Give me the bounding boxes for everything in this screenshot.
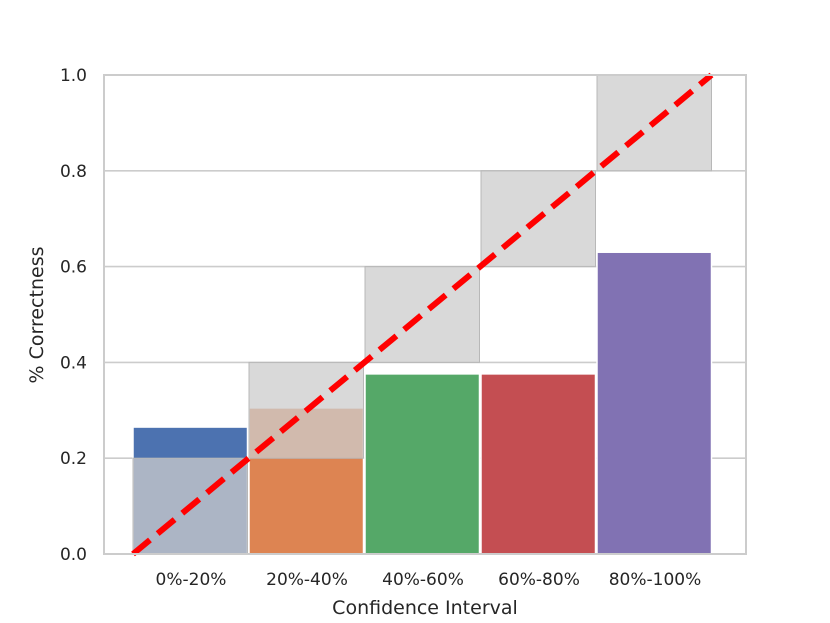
x-tick-labels: 0%-20% 20%-40% 40%-60% 60%-80% 80%-100%: [156, 570, 702, 590]
bar-60%-80%: [480, 373, 597, 555]
y-tick-label: 0.0: [60, 545, 87, 565]
bar-40%-60%: [364, 373, 481, 555]
plot-frame: [103, 74, 747, 555]
y-tick-label: 0.2: [60, 449, 87, 469]
y-tick-label: 0.6: [60, 258, 87, 278]
x-axis-label: Confidence Interval: [332, 597, 518, 619]
x-tick-label: 20%-40%: [266, 570, 348, 590]
x-tick-label: 60%-80%: [498, 570, 580, 590]
bar-80%-100%: [596, 251, 713, 555]
y-tick-label: 1.0: [60, 66, 87, 86]
y-tick-label: 0.4: [60, 353, 87, 373]
y-axis-label: % Correctness: [26, 247, 48, 384]
x-tick-label: 80%-100%: [609, 570, 702, 590]
y-tick-labels: 0.0 0.2 0.4 0.6 0.8 1.0: [60, 66, 87, 565]
x-tick-label: 40%-60%: [382, 570, 464, 590]
x-tick-label: 0%-20%: [156, 570, 227, 590]
y-tick-label: 0.8: [60, 162, 87, 182]
perfect-calibration-line: [131, 72, 714, 557]
